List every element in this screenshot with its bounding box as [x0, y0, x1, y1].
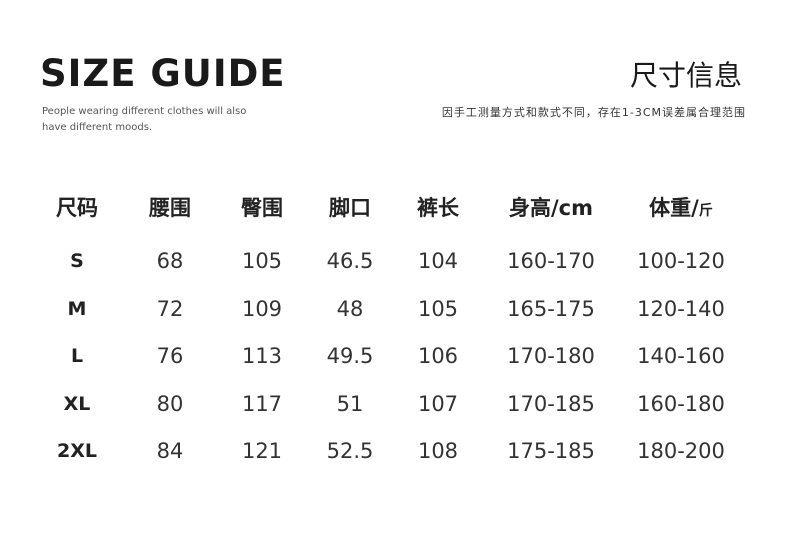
table-cell: 160-180	[637, 392, 725, 416]
table-cell: 76	[156, 344, 184, 368]
table-cell: 175-185	[507, 439, 595, 463]
size-label: L	[70, 345, 84, 367]
title: SIZE GUIDE	[40, 52, 286, 95]
table-cell: 104	[417, 249, 459, 273]
table-cell: 72	[156, 297, 184, 321]
table-cell: 180-200	[637, 439, 725, 463]
table-cell: 84	[156, 439, 184, 463]
table-cell: 80	[156, 392, 184, 416]
table-cell: 170-185	[507, 392, 595, 416]
table-cell: 68	[156, 249, 184, 273]
column-header: 腰围	[149, 192, 191, 222]
column-header: 脚口	[329, 192, 371, 222]
column-header: 体重/斤	[649, 192, 713, 222]
subtitle: People wearing different clothes will al…	[42, 106, 247, 133]
column-header-label: 脚口	[329, 196, 371, 220]
table-cell: 170-180	[507, 344, 595, 368]
table-cell: 108	[417, 439, 459, 463]
column-header-label: 体重/	[649, 196, 699, 220]
column-header-label: 身高/cm	[509, 196, 593, 220]
table-cell: 140-160	[637, 344, 725, 368]
table-cell: 121	[241, 439, 283, 463]
size-label: M	[67, 298, 87, 320]
size-label: XL	[63, 393, 91, 415]
table-cell: 106	[417, 344, 459, 368]
column-header: 身高/cm	[509, 192, 593, 222]
weight-unit: 斤	[698, 203, 713, 219]
table-cell: 49.5	[326, 344, 374, 368]
table-cell: 51	[336, 392, 364, 416]
table-cell: 107	[417, 392, 459, 416]
size-label: S	[70, 250, 84, 272]
table-cell: 120-140	[637, 297, 725, 321]
table-cell: 52.5	[326, 439, 374, 463]
column-header-label: 腰围	[149, 196, 191, 220]
measurement-note: 因手工测量方式和款式不同，存在1-3CM误差属合理范围	[441, 106, 746, 119]
table-cell: 105	[417, 297, 459, 321]
table-cell: 165-175	[507, 297, 595, 321]
column-header: 臀围	[241, 192, 283, 222]
table-cell: 48	[336, 297, 364, 321]
table-cell: 100-120	[637, 249, 725, 273]
column-header: 裤长	[417, 192, 459, 222]
table-cell: 160-170	[507, 249, 595, 273]
column-header-label: 臀围	[241, 196, 283, 220]
cn-title: 尺寸信息	[629, 59, 742, 92]
column-header-label: 尺码	[56, 196, 98, 220]
column-header-label: 裤长	[417, 196, 459, 220]
table-cell: 105	[241, 249, 283, 273]
table-cell: 109	[241, 297, 283, 321]
table-cell: 113	[241, 344, 283, 368]
column-header: 尺码	[56, 192, 98, 222]
table-cell: 46.5	[326, 249, 374, 273]
size-label: 2XL	[57, 440, 97, 462]
table-cell: 117	[241, 392, 283, 416]
